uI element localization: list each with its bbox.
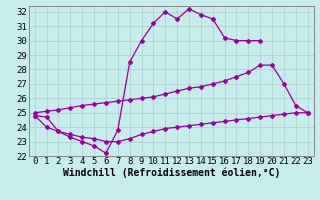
X-axis label: Windchill (Refroidissement éolien,°C): Windchill (Refroidissement éolien,°C): [62, 168, 280, 178]
